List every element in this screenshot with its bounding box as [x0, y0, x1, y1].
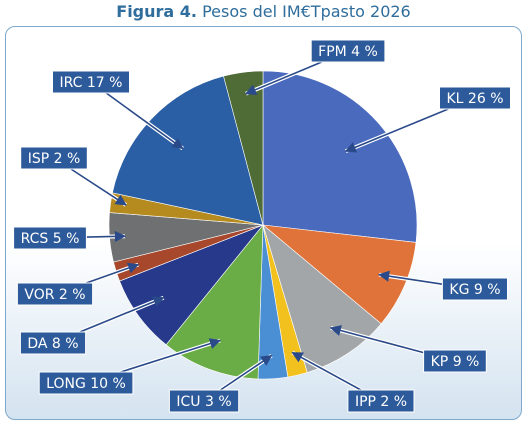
pie-slice-fpm — [223, 70, 264, 226]
slice-label-box — [20, 146, 88, 170]
slice-label-kl: KL 26 % — [344, 86, 511, 154]
slice-label-text: IPP 2 % — [355, 394, 407, 410]
slice-label-text: KG 9 % — [449, 282, 500, 298]
slice-label-text: KP 9 % — [431, 354, 480, 370]
slice-label-text: FPM 4 % — [318, 44, 378, 60]
slice-label-da: DA 8 % — [19, 295, 165, 355]
slice-label-isp: ISP 2 % — [20, 146, 127, 207]
pie-slice-kp — [262, 224, 382, 373]
slice-label-arrow — [79, 296, 165, 333]
pie-slice-irc — [112, 75, 264, 226]
slice-label-text: VOR 2 % — [24, 287, 85, 303]
slice-label-icu: ICU 3 % — [168, 353, 273, 413]
pie-slice-long — [165, 224, 264, 380]
slice-label-arrow — [244, 61, 323, 95]
slice-label-irc: IRC 17 % — [52, 70, 184, 151]
slice-label-text: IRC 17 % — [60, 75, 123, 91]
slice-label-arrow — [329, 325, 424, 354]
chart-title: Figura 4. Pesos del IM€Tpasto 2026 — [0, 2, 527, 21]
slice-label-box — [38, 371, 134, 395]
slice-label-box — [439, 86, 511, 110]
slice-label-box — [168, 389, 240, 413]
slice-label-box — [347, 389, 415, 413]
slice-label-long: LONG 10 % — [38, 338, 222, 395]
slice-label-box — [423, 349, 487, 373]
slice-label-arrow — [70, 168, 127, 206]
slice-label-text: KL 26 % — [447, 91, 504, 107]
slice-label-text: DA 8 % — [27, 336, 78, 352]
slice-label-box — [13, 226, 87, 250]
figure-number: Figura 4. — [116, 2, 197, 21]
slice-label-box — [19, 331, 87, 355]
slice-label-arrow — [105, 92, 184, 150]
slice-label-text: ISP 2 % — [28, 151, 81, 167]
slice-label-box — [310, 39, 386, 63]
slice-label-rcs: RCS 5 % — [13, 226, 127, 250]
slice-label-arrow — [86, 230, 127, 243]
slice-label-arrow — [377, 270, 443, 285]
slice-label-text: RCS 5 % — [21, 231, 80, 247]
slice-label-box — [16, 282, 94, 306]
slice-label-arrow — [344, 108, 449, 153]
slice-label-arrow — [120, 338, 222, 373]
slice-label-ipp: IPP 2 % — [291, 350, 415, 413]
slice-label-text: ICU 3 % — [176, 394, 231, 410]
slice-label-kg: KG 9 % — [377, 270, 508, 301]
chart-title-text: Pesos del IM€Tpasto 2026 — [202, 2, 411, 21]
slice-label-vor: VOR 2 % — [16, 262, 140, 306]
pie-slice-kl — [262, 70, 418, 243]
slice-label-box — [441, 277, 508, 301]
pie-slice-kg — [262, 224, 417, 325]
slice-label-arrow — [291, 351, 362, 391]
slice-label-fpm: FPM 4 % — [244, 39, 386, 96]
slice-label-arrow — [219, 354, 273, 391]
slice-label-arrow — [85, 262, 140, 284]
slice-label-kp: KP 9 % — [329, 325, 487, 373]
slice-label-text: LONG 10 % — [46, 376, 126, 392]
slice-label-box — [52, 70, 130, 94]
